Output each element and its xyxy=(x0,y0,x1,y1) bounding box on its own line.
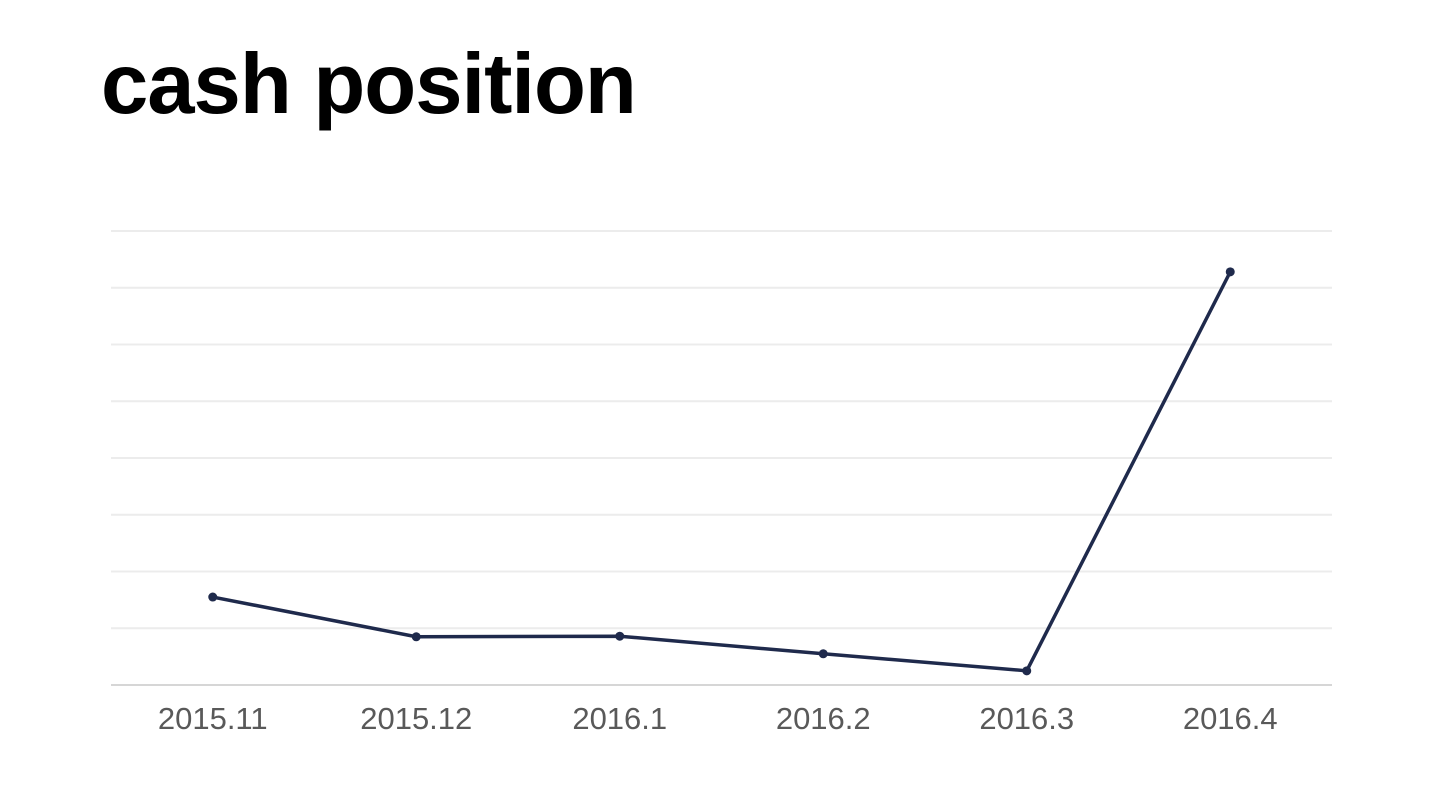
data-point xyxy=(818,649,828,659)
series-line xyxy=(211,270,1232,673)
series-group xyxy=(208,267,1235,676)
data-point xyxy=(1225,267,1235,277)
x-tick-labels-group: 2015.11 2015.12 2016.1 2016.2 2016.3 2016.4 xyxy=(158,701,1278,736)
x-tick-label: 2015.12 xyxy=(360,701,472,736)
data-point xyxy=(615,631,625,641)
x-tick-label: 2015.11 xyxy=(158,701,268,736)
x-tick-label: 2016.2 xyxy=(776,701,871,736)
x-tick-label: 2016.4 xyxy=(1183,701,1278,736)
x-tick-label: 2016.1 xyxy=(572,701,667,736)
data-point xyxy=(208,592,218,602)
gridlines-group xyxy=(111,230,1332,630)
x-tick-label: 2016.3 xyxy=(979,701,1074,736)
data-point xyxy=(411,632,421,642)
chart-title: cash position xyxy=(101,37,637,132)
data-point xyxy=(1022,666,1032,676)
